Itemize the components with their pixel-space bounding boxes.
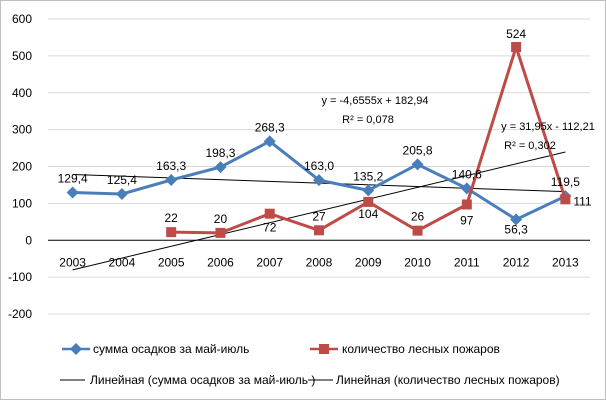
data-label-fires: 22 — [165, 211, 179, 225]
data-label-fires: 97 — [460, 213, 474, 227]
data-label-precip: 125,4 — [107, 173, 137, 187]
legend-label-precip: сумма осадков за май-июль — [93, 342, 249, 356]
data-label-fires: 20 — [214, 212, 228, 226]
data-label-precip: 119,5 — [551, 175, 580, 189]
data-point-fires — [461, 199, 472, 210]
data-point-precip — [313, 174, 325, 187]
data-label-fires: 72 — [263, 221, 277, 235]
legend-label-trend-precip: Линейная (сумма осадков за май-июль ) — [90, 373, 315, 387]
trend-r2-fires: R² = 0,302 — [504, 140, 556, 152]
data-label-precip: 205,8 — [403, 143, 433, 157]
data-point-fires — [412, 225, 423, 236]
x-tick-label: 2009 — [355, 255, 382, 269]
data-label-fires: 27 — [312, 209, 326, 223]
data-point-fires — [215, 227, 226, 238]
data-label-precip: 129,4 — [58, 172, 88, 186]
data-labels: 129,4 125,4 163,3 198,3 268,3 163,0 135,2 205,8… — [58, 27, 592, 236]
data-point-fires — [314, 225, 324, 236]
data-label-precip: 163,0 — [304, 159, 334, 173]
y-tick-label: 300 — [12, 123, 32, 137]
data-point-fires — [511, 42, 522, 53]
x-tick-label: 2010 — [404, 255, 431, 269]
y-tick-label: -200 — [8, 307, 32, 321]
gridlines — [48, 18, 590, 315]
legend-label-fires: количество лесных пожаров — [342, 342, 500, 356]
x-tick-label: 2012 — [503, 255, 530, 269]
data-point-precip — [66, 186, 79, 199]
y-tick-label: 400 — [12, 86, 32, 100]
series-group — [66, 42, 572, 238]
data-point-precip — [165, 174, 178, 187]
trend-equation-fires: y = 31,95x - 112,21 — [501, 121, 595, 133]
data-label-precip: 56,3 — [504, 222, 528, 236]
data-point-precip — [510, 213, 523, 226]
data-label-precip: 268,3 — [255, 120, 285, 134]
legend-label-trend-fires: Линейная (количество лесных пожаров) — [336, 373, 560, 387]
data-label-fires: 111 — [573, 194, 592, 208]
data-label-precip: 163,3 — [156, 159, 186, 173]
data-label-fires: 104 — [358, 207, 378, 221]
data-label-precip: 198,3 — [205, 146, 235, 160]
data-label-fires: 524 — [506, 27, 526, 41]
x-tick-label: 2007 — [256, 255, 283, 269]
trend-equation-precip: y = -4,6555x + 182,94 — [321, 95, 428, 107]
x-tick-label: 2003 — [59, 255, 86, 269]
y-tick-label: 500 — [12, 49, 32, 63]
legend-marker-fires — [319, 344, 329, 354]
data-point-precip — [115, 188, 128, 201]
y-tick-label: 200 — [12, 160, 32, 174]
data-point-precip — [362, 184, 375, 197]
x-axis-ticks: 2003 2004 2005 2006 2007 2008 2009 2010 2011 2012… — [59, 255, 579, 269]
y-tick-label: -100 — [8, 270, 32, 284]
data-point-fires — [363, 196, 374, 207]
legend-marker-precip — [70, 343, 82, 355]
y-axis-ticks: -200 -100 0 100 200 300 400 500 600 — [8, 12, 32, 321]
data-label-precip: 140,6 — [452, 167, 482, 181]
x-tick-label: 2004 — [109, 255, 136, 269]
data-label-fires: 26 — [411, 210, 425, 224]
data-point-precip — [263, 135, 276, 148]
y-tick-label: 100 — [12, 196, 32, 210]
y-tick-label: 600 — [12, 12, 32, 26]
data-label-precip: 135,2 — [353, 169, 383, 183]
trend-r2-precip: R² = 0,078 — [342, 114, 394, 126]
trendline-fires — [72, 151, 566, 271]
trend-equations: y = -4,6555x + 182,94 R² = 0,078 y = 31,… — [321, 95, 594, 152]
x-tick-label: 2006 — [207, 255, 234, 269]
data-point-fires — [166, 227, 177, 238]
data-point-fires — [264, 208, 275, 219]
data-point-precip — [411, 158, 424, 171]
x-tick-label: 2013 — [552, 255, 579, 269]
y-tick-label: 0 — [25, 233, 32, 247]
x-tick-label: 2008 — [306, 255, 333, 269]
legend: сумма осадков за май-июль количество лес… — [60, 342, 560, 387]
x-tick-label: 2005 — [158, 255, 185, 269]
data-point-fires — [560, 194, 571, 205]
data-point-precip — [214, 161, 227, 174]
x-tick-label: 2011 — [454, 255, 480, 269]
